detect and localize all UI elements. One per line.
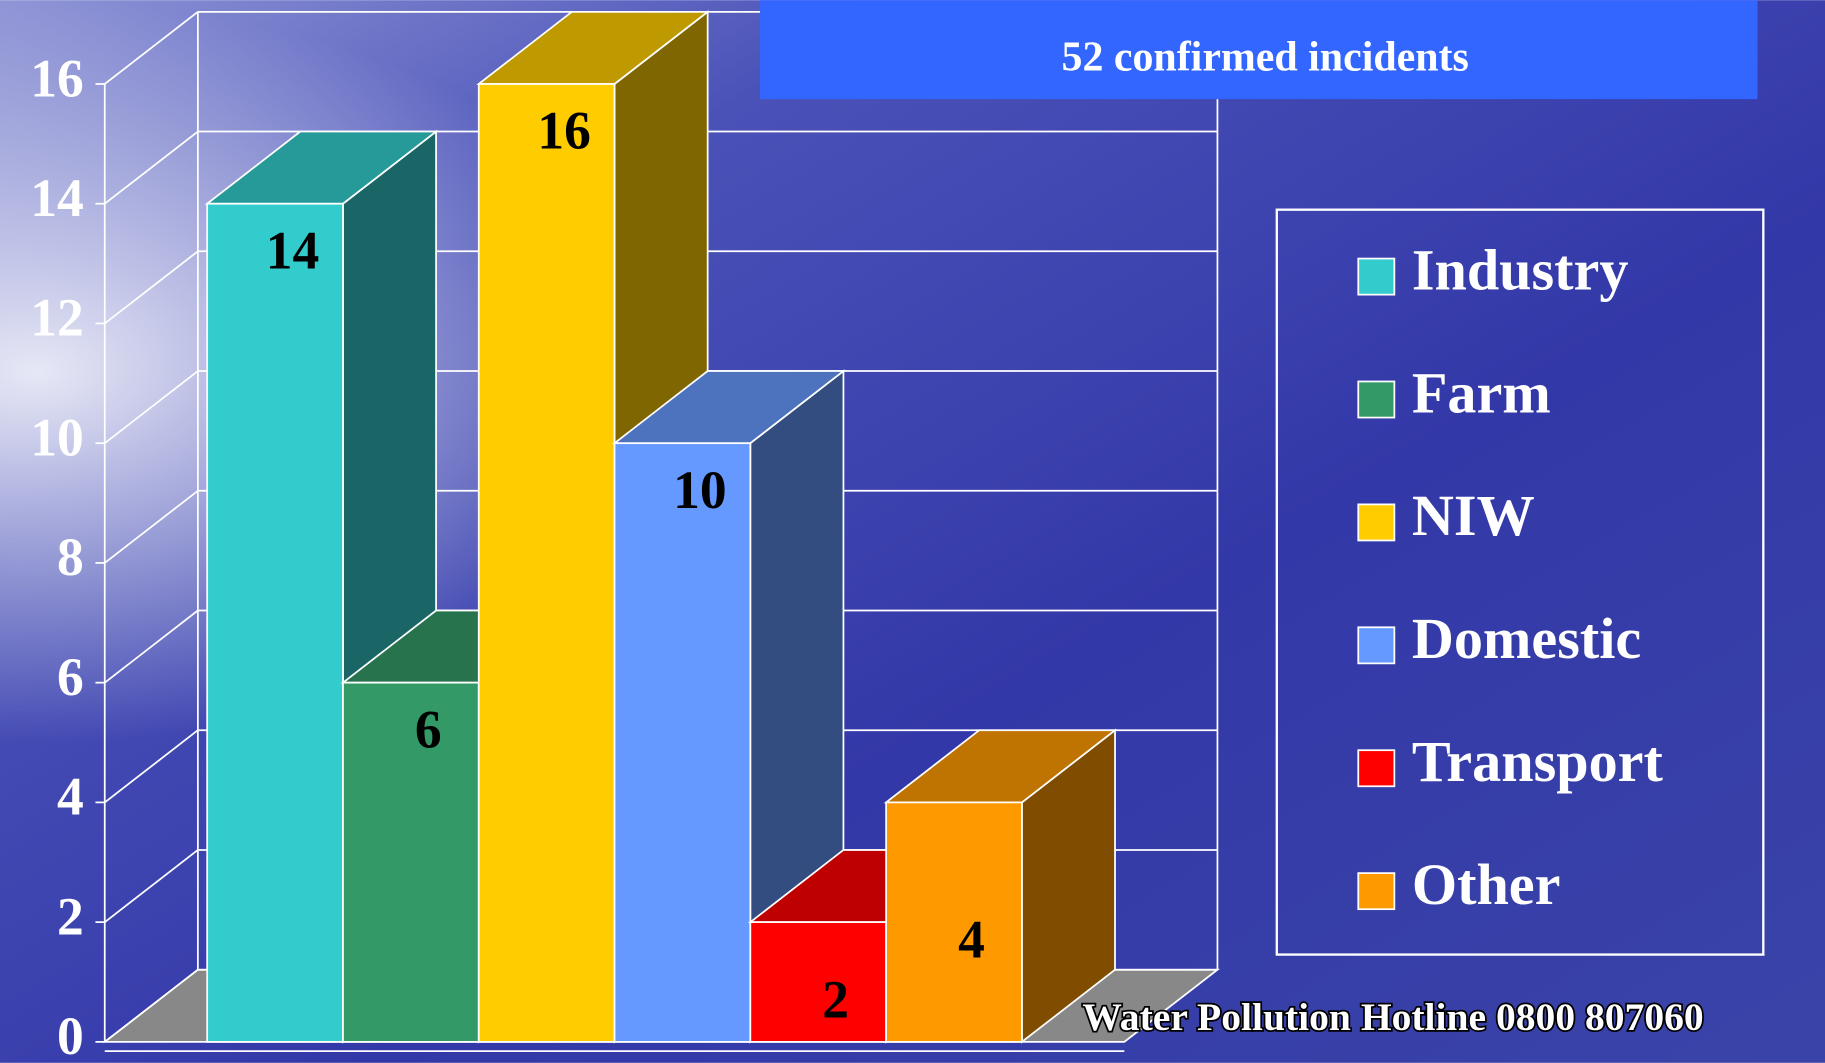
data-label: 10 (673, 460, 727, 520)
legend-label: Other (1412, 852, 1561, 917)
data-label: 14 (266, 220, 320, 280)
legend-box (1275, 208, 1765, 956)
grid-line (104, 130, 199, 205)
legend-label: Transport (1412, 729, 1664, 794)
y-tick-label: 2 (57, 886, 84, 946)
y-tick-label: 14 (30, 168, 84, 228)
y-tick-label: 4 (57, 767, 84, 827)
data-label: 4 (958, 910, 985, 970)
legend-label: Industry (1412, 237, 1629, 302)
grid-line (104, 490, 199, 564)
bar (342, 681, 480, 1043)
grid-line (104, 609, 199, 684)
bar (885, 801, 1023, 1043)
legend-label: Domestic (1412, 606, 1641, 671)
data-label: 2 (822, 970, 849, 1030)
bar (477, 83, 616, 1043)
data-label: 16 (537, 101, 591, 161)
grid-line (104, 370, 199, 444)
y-tick-label: 12 (30, 288, 84, 348)
y-tick-label: 6 (57, 647, 84, 707)
y-tick-label: 0 (57, 1006, 84, 1063)
grid-line (104, 11, 199, 85)
title-box (760, 0, 1758, 100)
footer: Water Pollution Hotline 0800 807060 (1082, 995, 1703, 1039)
legend-swatch (1357, 626, 1396, 665)
legend: Industry Farm NIW Domestic Transport Other (1357, 237, 1664, 917)
data-label: 6 (415, 699, 442, 759)
chart-title: 52 confirmed incidents (1062, 34, 1469, 80)
legend-swatch (1357, 749, 1396, 788)
bar (749, 921, 887, 1043)
legend-swatch (1357, 872, 1396, 911)
y-tick-label: 10 (30, 407, 84, 467)
legend-label: NIW (1412, 483, 1535, 548)
legend-swatch (1357, 503, 1396, 542)
grid-line (104, 250, 199, 325)
bar (206, 202, 344, 1043)
y-tick-label: 8 (57, 527, 84, 587)
grid-line (104, 729, 199, 804)
legend-swatch (1357, 257, 1396, 296)
grid-line (104, 849, 199, 923)
plot: 0 2 4 6 8 10 12 14 16 14 6 16 10 2 4 (30, 10, 1220, 1063)
y-tick-label: 16 (30, 48, 84, 108)
legend-label: Farm (1412, 360, 1551, 425)
bar (613, 442, 752, 1043)
legend-swatch (1357, 380, 1396, 419)
grid-line (104, 969, 199, 1043)
